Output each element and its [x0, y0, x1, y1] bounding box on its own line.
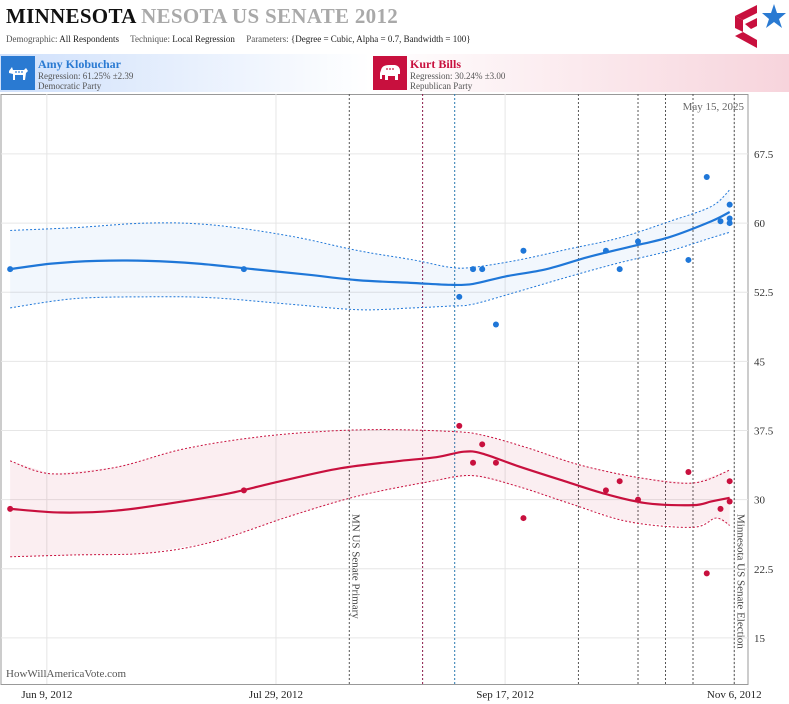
poll-point — [726, 478, 733, 485]
title-state: MINNESOTA — [6, 4, 136, 28]
poll-point — [635, 238, 642, 245]
trend-line — [10, 450, 730, 514]
x-tick-label: Jul 29, 2012 — [249, 689, 303, 701]
candidate-party: Democratic Party — [38, 81, 102, 91]
parameters-key: Parameters: — [246, 34, 289, 44]
band-upper-line — [10, 189, 731, 269]
site-logo-icon — [735, 4, 786, 48]
poll-point — [456, 293, 463, 300]
poll-point — [7, 505, 14, 512]
confidence-band — [10, 189, 730, 310]
y-tick-label: 30 — [754, 495, 766, 507]
x-tick-label: Sep 17, 2012 — [476, 689, 534, 701]
x-tick-label: Nov 6, 2012 — [707, 689, 762, 701]
poll-point — [616, 478, 623, 485]
donkey-icon — [1, 56, 35, 90]
event-label: Minnesota US Senate Election — [734, 514, 746, 649]
poll-point — [726, 498, 733, 505]
candidate-name: Kurt Bills — [410, 57, 462, 71]
band-upper-line — [10, 429, 730, 484]
candidate-card-republican: Kurt Bills Regression: 30.24% ±3.00 Repu… — [372, 54, 789, 92]
date-stamp: May 15, 2025 — [683, 101, 745, 113]
band-lower-line — [10, 231, 730, 311]
poll-point — [602, 247, 609, 254]
poll-point — [703, 173, 710, 180]
y-tick-label: 67.5 — [754, 149, 774, 161]
trend-line — [10, 211, 731, 287]
y-tick-label: 37.5 — [754, 425, 774, 437]
poll-point — [717, 218, 724, 225]
demographic-value: All Respondents — [59, 34, 119, 44]
poll-point — [726, 215, 733, 222]
poll-point — [717, 505, 724, 512]
poll-point — [470, 266, 477, 273]
page-title: MINNESOTA NESOTA US SENATE 2012 — [6, 4, 398, 29]
y-tick-label: 45 — [754, 356, 766, 368]
candidate-regression: Regression: 61.25% ±2.39 — [38, 71, 134, 81]
poll-point — [240, 266, 247, 273]
technique-value: Local Regression — [172, 34, 235, 44]
poll-chart: 67.5 60 52.5 45 37.5 30 22.5 15 Jun 9, 2012 Jul 2… — [0, 94, 774, 701]
poll-point — [492, 459, 499, 466]
title-race: NESOTA US SENATE 2012 — [141, 4, 399, 28]
candidate-party: Republican Party — [410, 81, 473, 91]
y-tick-label: 60 — [754, 218, 766, 230]
poll-point — [616, 266, 623, 273]
x-tick-label: Jun 9, 2012 — [21, 689, 72, 701]
poll-point — [470, 459, 477, 466]
poll-point — [240, 487, 247, 494]
poll-point — [685, 468, 692, 475]
poll-point — [602, 487, 609, 494]
poll-point — [520, 515, 527, 522]
poll-point — [703, 570, 710, 577]
y-tick-label: 15 — [754, 633, 766, 645]
y-tick-label: 22.5 — [754, 564, 774, 576]
parameters-value: {Degree = Cubic, Alpha = 0.7, Bandwidth … — [290, 34, 471, 44]
poll-point — [726, 201, 733, 208]
y-tick-label: 52.5 — [754, 287, 774, 299]
candidate-regression: Regression: 30.24% ±3.00 — [410, 71, 506, 81]
candidate-name: Amy Klobuchar — [38, 57, 122, 71]
technique-key: Technique: — [130, 34, 170, 44]
poll-point — [479, 441, 486, 448]
elephant-icon — [373, 56, 407, 90]
plot-frame — [0, 94, 749, 685]
parameters-line: Demographic: All Respondents Technique: … — [6, 34, 471, 44]
band-lower-line — [10, 474, 730, 558]
poll-point — [492, 321, 499, 328]
candidate-card-democrat: Amy Klobuchar Regression: 61.25% ±2.39 D… — [0, 54, 370, 92]
poll-point — [685, 256, 692, 263]
poll-point — [520, 247, 527, 254]
event-label: MN US Senate Primary — [349, 514, 361, 619]
poll-point — [726, 220, 733, 227]
poll-point — [456, 422, 463, 429]
demographic-key: Demographic: — [6, 34, 58, 44]
site-credit: HowWillAmericaVote.com — [6, 668, 127, 680]
poll-point — [7, 266, 14, 273]
poll-point — [635, 496, 642, 503]
poll-point — [479, 266, 486, 273]
